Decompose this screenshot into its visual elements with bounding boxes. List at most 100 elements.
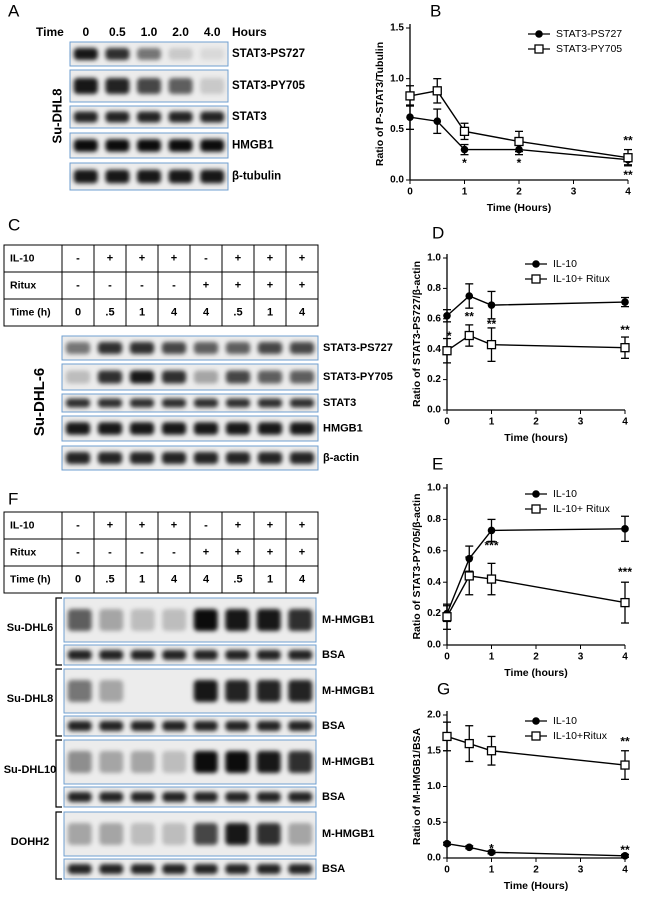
band xyxy=(162,721,187,731)
y-tick-label: 0.6 xyxy=(427,313,441,324)
band xyxy=(256,864,281,874)
band xyxy=(168,169,193,184)
y-tick-label: 0.0 xyxy=(427,640,441,651)
y-tick-label: 0.4 xyxy=(427,577,441,588)
significance-mark: * xyxy=(489,842,494,856)
x-tick-label: 2 xyxy=(516,187,522,198)
y-tick-label: 0.0 xyxy=(427,405,441,416)
condition-value: + xyxy=(267,519,273,531)
marker xyxy=(487,301,496,309)
y-axis-label: Ratio of P-STAT3/Tubulin xyxy=(374,42,386,166)
band xyxy=(129,452,155,464)
y-axis-label: Ratio of STAT3-PS727/β-actin xyxy=(411,261,423,407)
series-line xyxy=(446,843,626,857)
x-tick-label: 4 xyxy=(622,865,628,876)
y-tick-label: 0.5 xyxy=(427,817,441,828)
marker xyxy=(442,612,452,622)
bracket xyxy=(55,597,62,666)
band xyxy=(200,111,225,123)
band xyxy=(225,650,250,660)
marker xyxy=(487,848,496,857)
band xyxy=(225,721,250,731)
legend-marker xyxy=(532,717,540,725)
band xyxy=(257,370,283,384)
series-line xyxy=(446,334,626,352)
marker xyxy=(442,731,452,742)
condition-value: - xyxy=(76,519,80,531)
band xyxy=(73,78,98,94)
band xyxy=(136,111,162,123)
band xyxy=(225,398,251,408)
band xyxy=(97,452,123,464)
y-tick-label: 0.8 xyxy=(427,514,441,525)
y-tick-label: 1.0 xyxy=(427,253,441,264)
band xyxy=(168,111,193,123)
band xyxy=(130,609,155,631)
significance-mark: *** xyxy=(618,565,632,579)
condition-label: Time (h) xyxy=(10,306,51,318)
series-line xyxy=(446,735,626,766)
x-tick-label: 2 xyxy=(533,652,539,663)
band xyxy=(193,452,219,464)
condition-value: + xyxy=(203,279,209,291)
band xyxy=(193,422,219,435)
marker xyxy=(486,746,497,756)
band xyxy=(225,342,251,354)
panel-label: E xyxy=(432,454,443,473)
band xyxy=(73,48,98,60)
band xyxy=(161,370,187,384)
row-label: BSA xyxy=(322,649,345,661)
band xyxy=(288,680,313,702)
y-tick-label: 0.6 xyxy=(427,545,441,556)
band xyxy=(225,452,251,464)
series-line xyxy=(446,575,626,618)
panel-label: A xyxy=(8,1,20,20)
legend-marker xyxy=(532,490,540,498)
condition-value: + xyxy=(299,546,305,558)
legend-label: IL-10+ Ritux xyxy=(553,273,611,285)
band xyxy=(129,422,155,435)
marker xyxy=(486,574,497,584)
blot-strip xyxy=(63,786,317,808)
condition-value: + xyxy=(235,519,241,531)
y-tick-label: 1.0 xyxy=(427,483,441,494)
band xyxy=(65,422,91,435)
band xyxy=(256,721,281,731)
condition-value: - xyxy=(76,252,80,264)
band xyxy=(288,823,313,845)
band xyxy=(225,792,250,802)
row-label: STAT3-PS727 xyxy=(232,48,305,60)
row-label: STAT3-PS727 xyxy=(323,342,393,354)
significance-mark: ** xyxy=(620,843,630,857)
x-tick-label: 0 xyxy=(444,652,450,663)
label: Hours xyxy=(232,25,267,39)
band xyxy=(105,139,130,152)
band xyxy=(161,398,187,408)
band xyxy=(200,78,225,94)
marker xyxy=(514,136,524,147)
marker xyxy=(620,343,630,353)
band xyxy=(289,342,315,354)
significance-mark: ** xyxy=(623,168,633,182)
x-tick-label: 1 xyxy=(489,865,495,876)
legend-marker xyxy=(531,504,541,514)
condition-value: - xyxy=(108,279,112,291)
band xyxy=(105,78,130,94)
band xyxy=(193,609,218,631)
condition-value: - xyxy=(204,519,208,531)
condition-value: + xyxy=(171,519,177,531)
legend-label: IL-10+Ritux xyxy=(553,730,608,742)
row-label: M-HMGB1 xyxy=(322,756,375,768)
blot-strip xyxy=(63,858,317,880)
band xyxy=(73,169,98,184)
marker xyxy=(620,597,630,608)
band xyxy=(257,422,283,435)
series-line xyxy=(446,528,626,614)
row-label: STAT3-PY705 xyxy=(232,80,306,92)
marker xyxy=(465,292,474,300)
band xyxy=(73,111,98,123)
marker xyxy=(464,330,474,341)
band xyxy=(162,792,187,802)
row-label: M-HMGB1 xyxy=(322,685,375,697)
